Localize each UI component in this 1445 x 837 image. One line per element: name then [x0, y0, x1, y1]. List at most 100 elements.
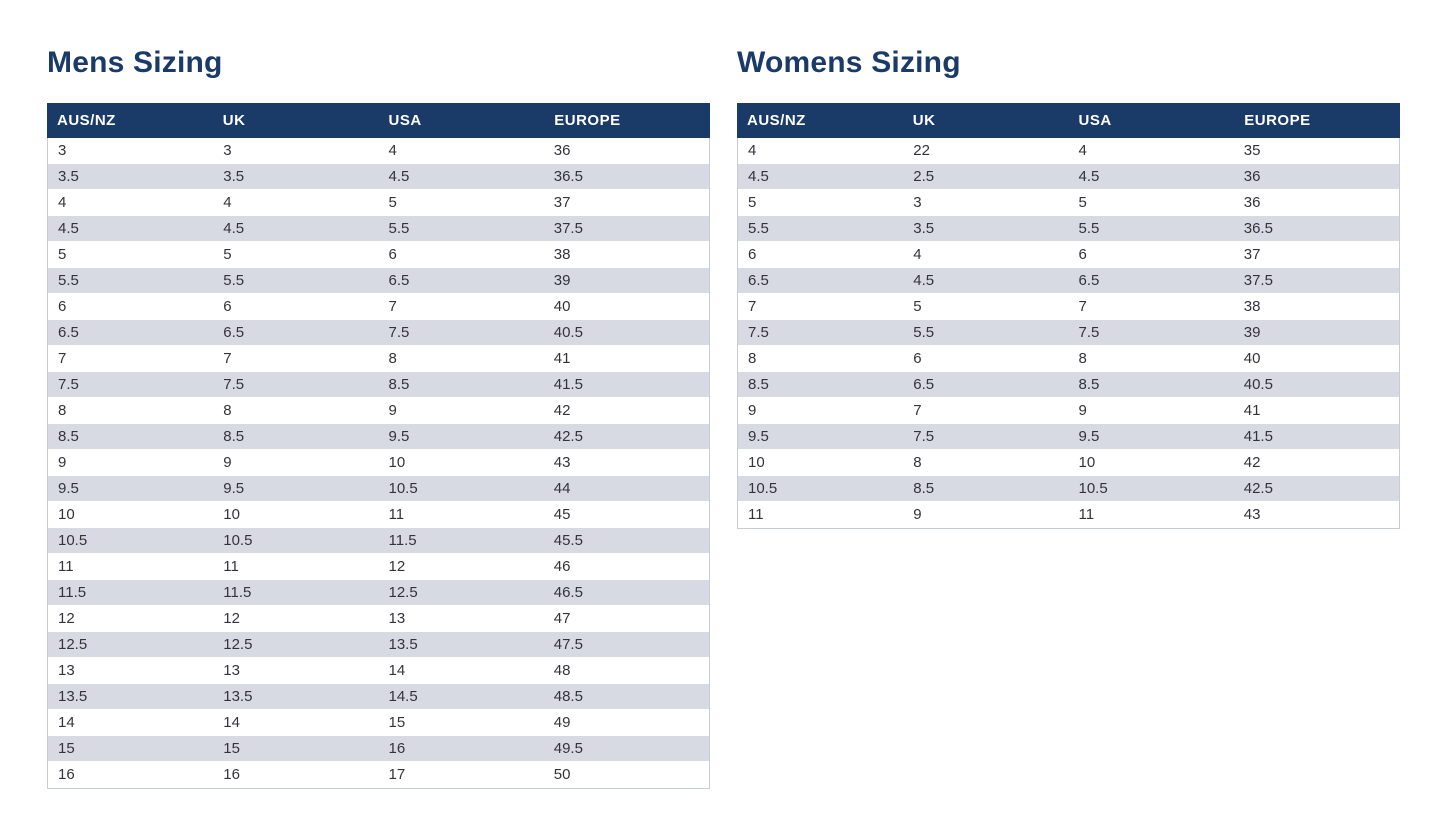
womens-size-row: 10.5 8.5 10.5 42.5: [738, 476, 1399, 502]
size-cell: 22: [913, 142, 930, 159]
size-cell: 37: [553, 194, 571, 211]
size-cell: 11: [223, 558, 239, 575]
size-cell: 15: [58, 740, 75, 757]
mens-sizing-table: AUS/NZ UK USA EUROPE 3 3 4 36 3.5 3.5 4.5 36.5 4 4 5 37…: [47, 103, 710, 789]
size-cell: 42: [553, 402, 571, 419]
mens-size-row: 13.5 13.5 14.5 48.5: [48, 684, 709, 710]
size-cell: 6: [58, 298, 67, 315]
size-cell: 10.5: [388, 480, 418, 497]
size-cell: 10.5: [58, 532, 88, 549]
size-cell: 42.5: [1243, 480, 1273, 497]
size-cell: 9.5: [1078, 428, 1100, 445]
mens-size-row: 5 5 6 38: [48, 242, 709, 268]
mens-sizing-section: Mens Sizing AUS/NZ UK USA EUROPE 3 3 4 36 3.5 3.5…: [47, 46, 710, 789]
size-cell: 6.5: [388, 272, 410, 289]
size-cell: 40.5: [553, 324, 583, 341]
column-header: USA: [1078, 112, 1112, 129]
mens-size-row: 5.5 5.5 6.5 39: [48, 268, 709, 294]
size-cell: 8: [58, 402, 67, 419]
size-cell: 12.5: [58, 636, 88, 653]
size-cell: 5: [388, 194, 397, 211]
size-cell: 7.5: [223, 376, 245, 393]
size-cell: 45: [553, 506, 571, 523]
mens-size-row: 10.5 10.5 11.5 45.5: [48, 528, 709, 554]
womens-size-row: 7 5 7 38: [738, 294, 1399, 320]
size-cell: 43: [1243, 506, 1261, 523]
size-cell: 40: [1243, 350, 1261, 367]
size-cell: 36.5: [1243, 220, 1273, 237]
mens-size-row: 11.5 11.5 12.5 46.5: [48, 580, 709, 606]
womens-size-row: 4 22 4 35: [738, 138, 1399, 164]
womens-size-row: 9 7 9 41: [738, 398, 1399, 424]
size-cell: 3: [223, 142, 232, 159]
size-cell: 6.5: [58, 324, 79, 341]
size-cell: 9: [748, 402, 757, 419]
size-cell: 41: [553, 350, 571, 367]
size-cell: 5: [1078, 194, 1087, 211]
size-cell: 14: [58, 714, 75, 731]
size-cell: 6.5: [1078, 272, 1100, 289]
size-cell: 6: [748, 246, 757, 263]
womens-size-row: 8 6 8 40: [738, 346, 1399, 372]
size-cell: 10: [1078, 454, 1096, 471]
column-header: EUROPE: [1244, 112, 1311, 129]
size-cell: 7: [223, 350, 232, 367]
size-cell: 11.5: [388, 532, 417, 549]
womens-size-row: 7.5 5.5 7.5 39: [738, 320, 1399, 346]
size-cell: 11: [58, 558, 74, 575]
mens-header-row: AUS/NZ UK USA EUROPE: [47, 103, 710, 138]
size-cell: 11.5: [58, 584, 87, 601]
mens-table-body: 3 3 4 36 3.5 3.5 4.5 36.5 4 4 5 37 4.5 4.5 5.5 37.5 5 5 6 3…: [47, 138, 710, 789]
size-cell: 8: [913, 454, 922, 471]
size-cell: 5.5: [223, 272, 245, 289]
size-cell: 50: [553, 766, 571, 783]
mens-size-row: 16 16 17 50: [48, 762, 709, 788]
size-cell: 37.5: [553, 220, 583, 237]
womens-size-row: 10 8 10 42: [738, 450, 1399, 476]
size-cell: 36: [1243, 168, 1261, 185]
mens-size-row: 9.5 9.5 10.5 44: [48, 476, 709, 502]
size-cell: 5.5: [913, 324, 935, 341]
size-cell: 14: [223, 714, 240, 731]
mens-size-row: 7.5 7.5 8.5 41.5: [48, 372, 709, 398]
size-cell: 6: [223, 298, 232, 315]
column-header: EUROPE: [554, 112, 621, 129]
size-cell: 4.5: [913, 272, 935, 289]
size-cell: 6.5: [913, 376, 935, 393]
size-cell: 35: [1243, 142, 1261, 159]
size-cell: 39: [1243, 324, 1261, 341]
womens-sizing-title: Womens Sizing: [737, 46, 961, 79]
womens-size-row: 5.5 3.5 5.5 36.5: [738, 216, 1399, 242]
size-cell: 2.5: [913, 168, 935, 185]
size-cell: 4.5: [223, 220, 245, 237]
mens-size-row: 7 7 8 41: [48, 346, 709, 372]
size-cell: 12: [388, 558, 406, 575]
size-cell: 11: [388, 506, 405, 523]
mens-size-row: 15 15 16 49.5: [48, 736, 709, 762]
mens-size-row: 4.5 4.5 5.5 37.5: [48, 216, 709, 242]
mens-size-row: 8.5 8.5 9.5 42.5: [48, 424, 709, 450]
size-cell: 6.5: [748, 272, 769, 289]
size-cell: 5: [913, 298, 922, 315]
womens-size-row: 8.5 6.5 8.5 40.5: [738, 372, 1399, 398]
size-cell: 44: [553, 480, 571, 497]
size-cell: 37: [1243, 246, 1261, 263]
size-cell: 12.5: [388, 584, 418, 601]
size-cell: 9: [1078, 402, 1087, 419]
mens-size-row: 12 12 13 47: [48, 606, 709, 632]
mens-size-row: 10 10 11 45: [48, 502, 709, 528]
size-cell: 13: [223, 662, 240, 679]
size-cell: 40.5: [1243, 376, 1273, 393]
column-header: AUS/NZ: [747, 112, 806, 129]
mens-size-row: 11 11 12 46: [48, 554, 709, 580]
size-cell: 8.5: [1078, 376, 1100, 393]
size-cell: 3: [58, 142, 67, 159]
womens-size-row: 9.5 7.5 9.5 41.5: [738, 424, 1399, 450]
size-cell: 9.5: [748, 428, 769, 445]
size-cell: 9: [58, 454, 67, 471]
size-cell: 10: [748, 454, 765, 471]
size-cell: 5: [223, 246, 232, 263]
size-cell: 36.5: [553, 168, 583, 185]
size-cell: 5.5: [748, 220, 769, 237]
size-cell: 11: [748, 506, 764, 523]
